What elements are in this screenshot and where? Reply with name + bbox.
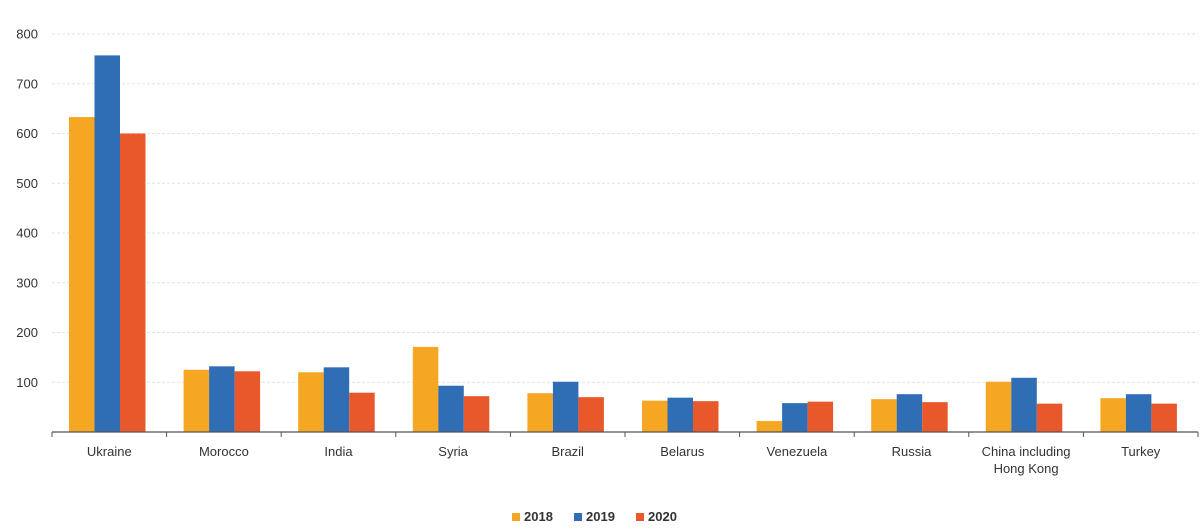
legend-label-2019: 2019 (586, 509, 615, 524)
bar-2020-turkey (1151, 403, 1177, 432)
x-tick-label: India (324, 444, 353, 459)
y-tick-label: 800 (16, 27, 38, 42)
bar-2020-russia (922, 402, 948, 432)
bar-2018-india (298, 372, 324, 432)
x-tick-label: Ukraine (87, 444, 132, 459)
y-tick-label: 400 (16, 226, 38, 241)
bar-2020-china-including-hong-kong (1036, 403, 1063, 432)
x-tick-label: Morocco (199, 444, 249, 459)
bar-2020-morocco (234, 371, 261, 432)
x-tick-label: Russia (892, 444, 933, 459)
bar-2019-india (323, 367, 350, 432)
x-tick-label: Turkey (1121, 444, 1161, 459)
bar-2020-venezuela (807, 401, 834, 432)
legend: 2018 2019 2020 (512, 509, 677, 524)
bar-2018-belarus (642, 400, 668, 432)
bar-2020-ukraine (120, 133, 146, 432)
x-tick-label: Venezuela (767, 444, 828, 459)
bar-2019-brazil (552, 381, 579, 432)
category-labels: Ukraine Morocco India Syria Brazil Belarus Ven… (87, 444, 1161, 476)
x-tick-label: Syria (438, 444, 468, 459)
bar-2019-ukraine (94, 55, 120, 433)
bar-2018-turkey (1100, 398, 1126, 432)
legend-label-2018: 2018 (524, 509, 553, 524)
bar-2018-brazil (527, 393, 553, 432)
x-tick-label: Belarus (660, 444, 705, 459)
bar-2018-ukraine (69, 117, 95, 433)
legend-swatch-2018 (512, 513, 520, 521)
bar-2019-morocco (209, 366, 235, 432)
bar-2019-belarus (667, 397, 693, 432)
bar-2020-belarus (693, 401, 719, 432)
bar-2020-india (349, 392, 375, 432)
bar-2019-syria (438, 385, 464, 432)
y-tick-label: 600 (16, 126, 38, 141)
bar-2020-brazil (578, 397, 604, 432)
y-tick-label: 700 (16, 76, 38, 91)
legend-swatch-2019 (574, 513, 582, 521)
x-tick-label: China including (982, 444, 1071, 459)
x-tick-label: Brazil (551, 444, 584, 459)
bar-2018-china-including-hong-kong (985, 381, 1012, 432)
bar-2019-russia (896, 394, 923, 432)
legend-swatch-2020 (636, 513, 644, 521)
y-tick-label: 200 (16, 325, 38, 340)
y-axis-ticks: 100 200 300 400 500 600 700 800 (16, 27, 38, 390)
bar-2019-turkey (1125, 394, 1152, 432)
x-tick-label: Hong Kong (994, 461, 1059, 476)
y-tick-label: 500 (16, 176, 38, 191)
bar-2018-morocco (183, 369, 210, 432)
bar-2018-russia (871, 399, 897, 432)
y-tick-label: 300 (16, 275, 38, 290)
bar-2019-china-including-hong-kong (1011, 377, 1037, 432)
bars (69, 55, 1177, 433)
bar-2018-syria (412, 346, 439, 432)
bar-2019-venezuela (782, 403, 808, 432)
x-axis (51, 431, 1199, 437)
gridlines (52, 33, 1198, 383)
legend-label-2020: 2020 (648, 509, 677, 524)
y-tick-label: 100 (16, 375, 38, 390)
bar-2018-venezuela (756, 421, 783, 432)
bar-2020-syria (463, 396, 490, 432)
